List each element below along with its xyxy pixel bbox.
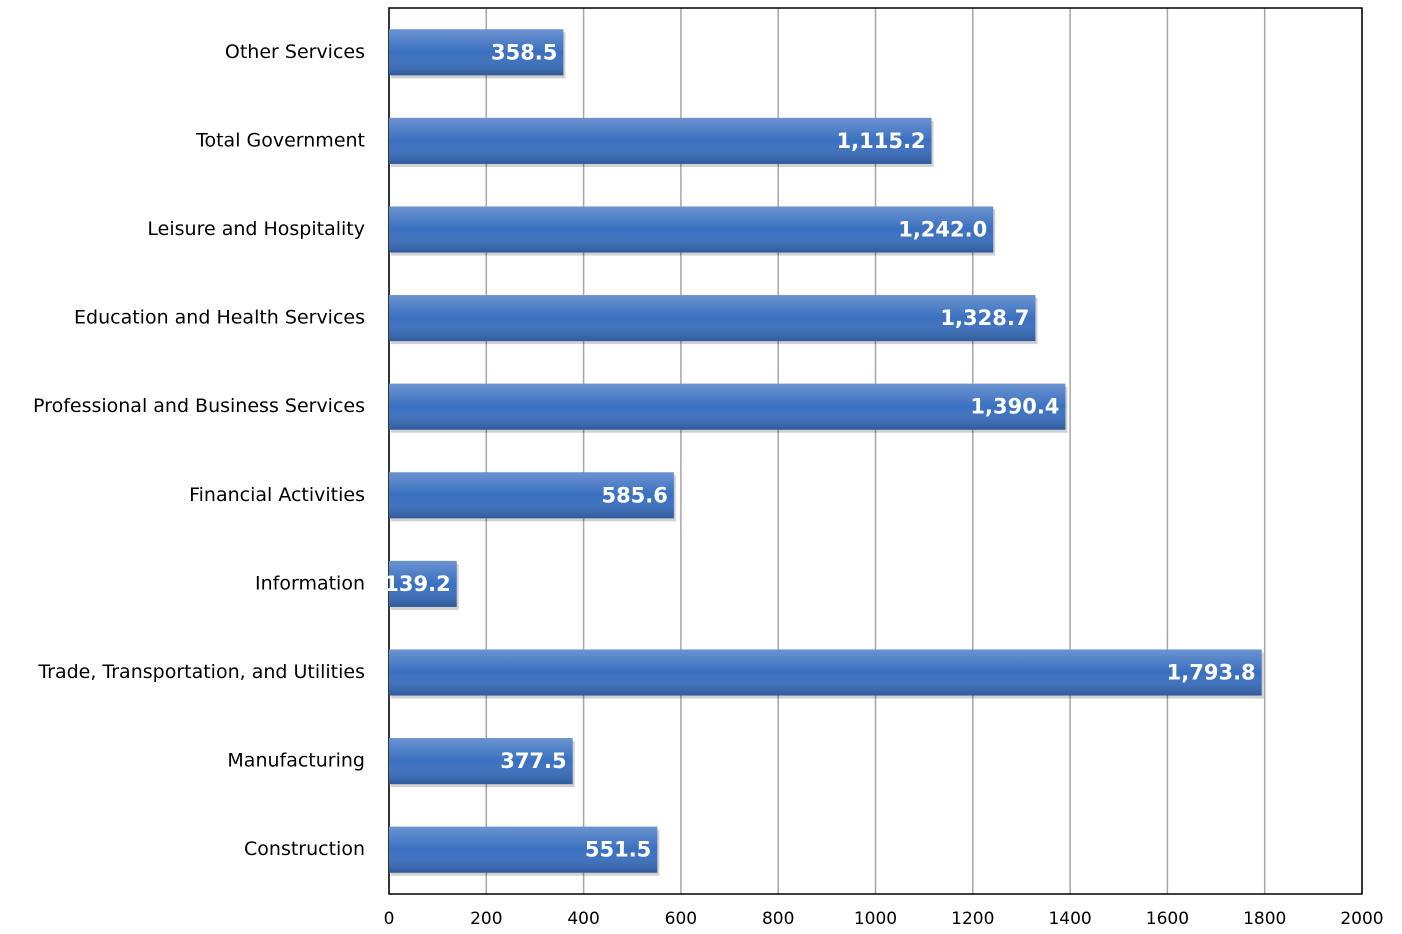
value-label: 551.5	[585, 838, 651, 862]
value-label: 1,242.0	[898, 218, 987, 242]
x-tick-label: 1000	[854, 909, 897, 929]
x-tick-label: 1200	[951, 909, 994, 929]
y-tick-label: Education and Health Services	[74, 307, 365, 329]
bar-shine	[389, 295, 1036, 342]
y-tick-label: Information	[255, 572, 365, 594]
plot-border	[388, 7, 1363, 895]
y-tick-label: Other Services	[225, 41, 365, 63]
x-tick-label: 0	[384, 909, 395, 929]
bar-shine	[389, 383, 1066, 430]
bar-shine	[389, 649, 1262, 696]
x-tick-label: 600	[665, 909, 697, 929]
value-label: 1,390.4	[970, 395, 1059, 419]
value-label: 1,793.8	[1167, 661, 1256, 685]
value-label: 139.2	[384, 572, 450, 596]
bar-shine	[389, 117, 932, 164]
bar-shine	[389, 826, 658, 873]
x-tick-label: 800	[762, 909, 794, 929]
y-tick-label: Trade, Transportation, and Utilities	[37, 661, 365, 683]
bar-shine	[389, 206, 994, 253]
y-tick-label: Leisure and Hospitality	[147, 218, 365, 240]
x-tick-label: 200	[470, 909, 502, 929]
x-tick-label: 1800	[1243, 909, 1286, 929]
x-tick-label: 400	[567, 909, 599, 929]
value-label: 1,115.2	[837, 129, 926, 153]
x-tick-label: 1600	[1146, 909, 1189, 929]
value-label: 358.5	[491, 40, 557, 64]
bar-shine	[389, 29, 564, 76]
y-tick-label: Total Government	[195, 129, 365, 151]
value-label: 377.5	[500, 749, 566, 773]
value-label: 585.6	[601, 483, 667, 507]
bar-shine	[389, 738, 573, 785]
y-tick-label: Professional and Business Services	[33, 395, 365, 417]
x-tick-label: 1400	[1048, 909, 1091, 929]
bar-shine	[389, 560, 457, 607]
y-tick-label: Manufacturing	[227, 750, 365, 772]
x-tick-label: 2000	[1340, 909, 1383, 929]
y-tick-label: Financial Activities	[189, 484, 365, 506]
bar-shine	[389, 472, 674, 519]
y-tick-label: Construction	[244, 838, 365, 860]
value-label: 1,328.7	[940, 306, 1029, 330]
